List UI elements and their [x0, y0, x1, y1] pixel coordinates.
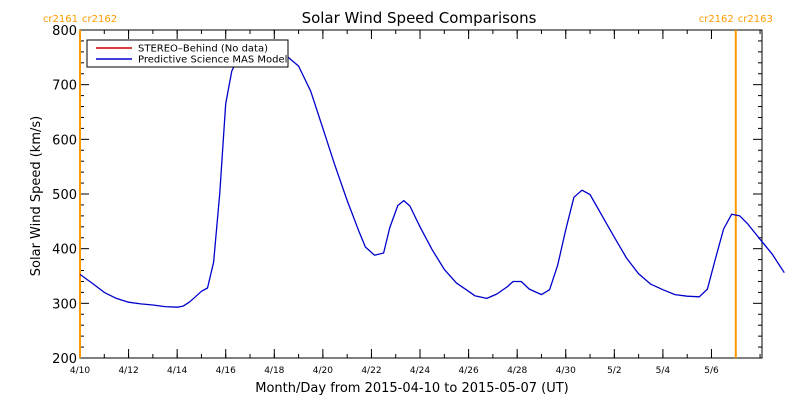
x-tick-label: 4/24 [410, 366, 430, 376]
y-tick-label: 600 [52, 133, 77, 148]
carrington-right-label: cr2162 [82, 14, 117, 25]
legend-label: STEREO–Behind (No data) [138, 44, 268, 55]
x-tick-label: 5/6 [704, 366, 719, 376]
y-tick-label: 400 [52, 243, 77, 258]
x-axis-label: Month/Day from 2015-04-10 to 2015-05-07 … [255, 381, 568, 396]
y-axis-label: Solar Wind Speed (km/s) [29, 116, 44, 276]
x-tick-label: 4/16 [216, 366, 236, 376]
y-tick-label: 500 [52, 188, 77, 203]
x-tick-label: 4/14 [167, 366, 187, 376]
axis-ticks: 200 300 400 500 600 700 800 4/10 4/12 4/14 4/16 4/1… [52, 24, 762, 376]
x-tick-label: 4/20 [313, 366, 333, 376]
x-tick-label: 4/26 [458, 366, 478, 376]
x-tick-label: 4/22 [361, 366, 381, 376]
y-tick-label: 300 [52, 297, 77, 312]
x-tick-label: 4/12 [118, 366, 138, 376]
x-tick-label: 4/30 [556, 366, 576, 376]
legend-box [86, 39, 289, 68]
series-lines [79, 51, 785, 308]
chart-title: Solar Wind Speed Comparisons [302, 9, 537, 27]
carrington-left-label: cr2162 [699, 14, 734, 25]
x-tick-label: 5/2 [607, 366, 621, 376]
carrington-right-label: cr2163 [738, 14, 773, 25]
x-tick-label: 4/10 [70, 366, 90, 376]
x-tick-label: 5/4 [656, 366, 671, 376]
carrington-markers: cr2161 cr2162 cr2162 cr2163 [43, 14, 773, 358]
y-tick-label: 700 [52, 79, 77, 94]
x-tick-label: 4/28 [507, 366, 527, 376]
series-line-model [79, 51, 785, 308]
plot-frame [79, 29, 763, 359]
y-tick-label: 800 [52, 24, 77, 39]
x-tick-label: 4/18 [264, 366, 284, 376]
y-tick-label: 200 [52, 352, 77, 367]
legend-label: Predictive Science MAS Model [138, 55, 287, 66]
carrington-left-label: cr2161 [43, 14, 78, 25]
legend: STEREO–Behind (No data)Predictive Scienc… [86, 39, 289, 68]
